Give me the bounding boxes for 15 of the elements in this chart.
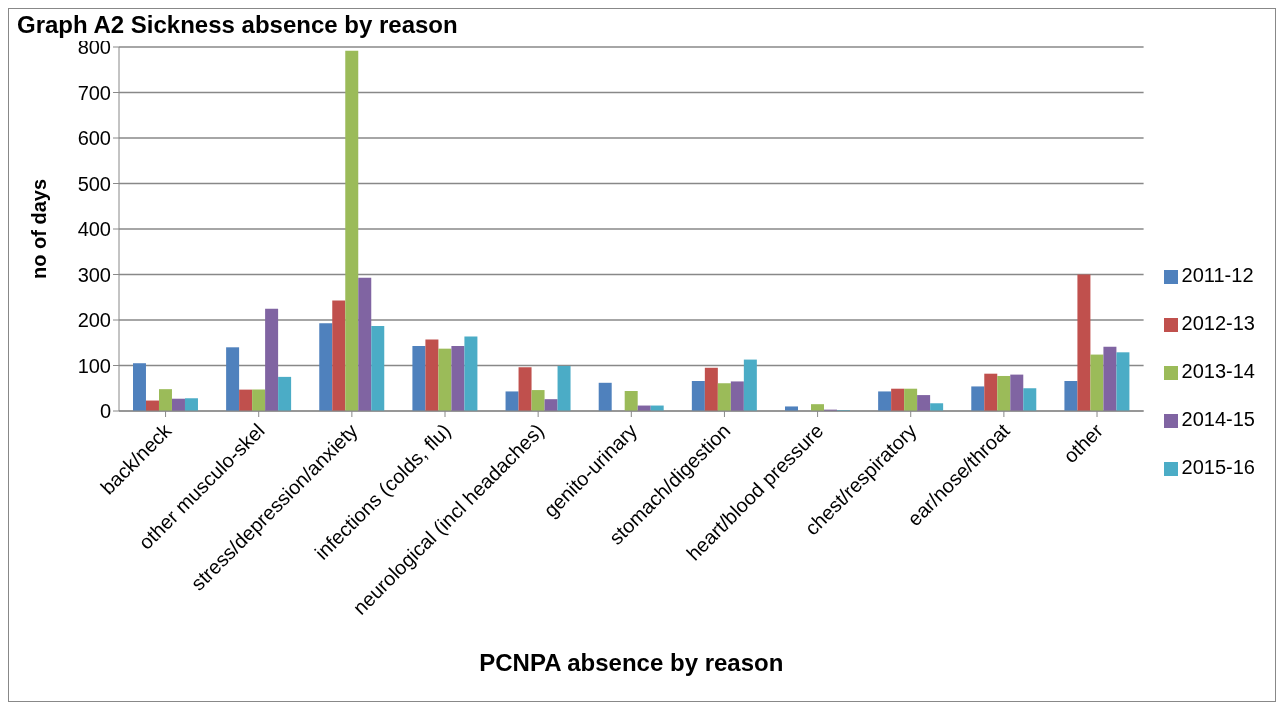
legend-label: 2013-14 (1181, 360, 1255, 382)
y-axis-title: no of days (28, 178, 51, 280)
y-tick-label: 600 (77, 127, 111, 150)
legend-label: 2012-13 (1181, 312, 1255, 334)
y-tick-label: 700 (77, 81, 111, 104)
legend-label: 2014-15 (1181, 408, 1255, 430)
x-axis-title: PCNPA absence by reason (479, 649, 784, 676)
y-tick-label: 100 (77, 354, 111, 377)
legend-label: 2015-16 (1181, 456, 1255, 478)
y-tick-label: 300 (77, 263, 111, 286)
y-tick-label: 0 (99, 400, 111, 423)
y-tick-label: 500 (77, 172, 111, 195)
y-tick-label: 200 (77, 309, 111, 332)
legend-label: 2011-12 (1181, 264, 1254, 286)
y-tick-label: 400 (77, 218, 111, 241)
